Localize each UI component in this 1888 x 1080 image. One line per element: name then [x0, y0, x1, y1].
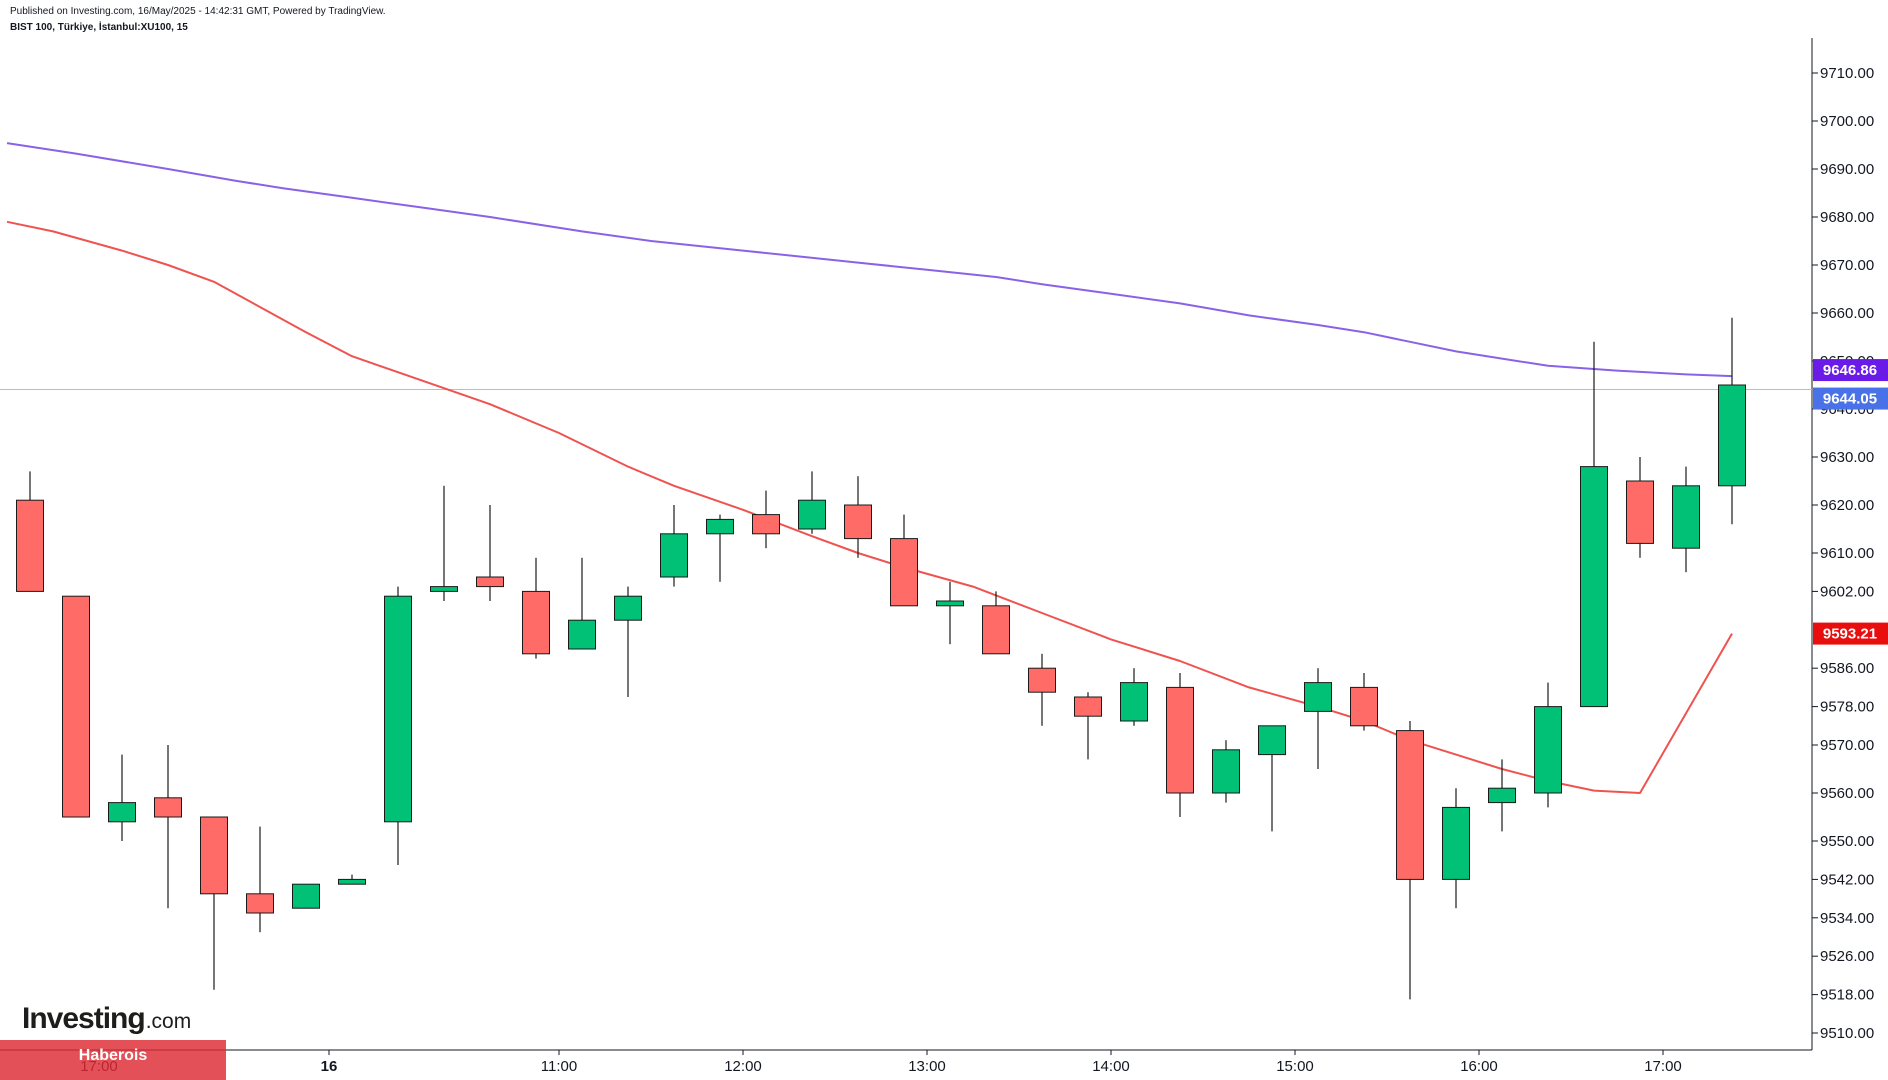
price-tick-label: 9620.00 — [1820, 497, 1874, 514]
candle-body-down — [752, 514, 780, 535]
candle-body-up — [1718, 384, 1746, 487]
candle-body-up — [1534, 706, 1562, 794]
logo-word: Investing — [22, 1002, 146, 1035]
candle-body-down — [476, 576, 504, 588]
price-tick-label: 9534.00 — [1820, 910, 1874, 927]
candle-body-down — [1350, 686, 1378, 727]
candle-body-down — [200, 816, 228, 895]
price-tick-label: 9680.00 — [1820, 209, 1874, 226]
candle-body-down — [1166, 686, 1194, 794]
price-badge-label: 9593.21 — [1823, 626, 1877, 643]
investing-logo: Investing .com — [22, 1002, 191, 1040]
candle-body-down — [246, 893, 274, 914]
candle-body-up — [1304, 682, 1332, 712]
time-tick-label: 16 — [321, 1058, 338, 1075]
candle-body-up — [292, 883, 320, 909]
candle-body-down — [522, 590, 550, 655]
candle-body-up — [1672, 485, 1700, 549]
candle-body-up — [614, 595, 642, 621]
price-badge-label: 9644.05 — [1823, 391, 1877, 408]
candle-body-up — [384, 595, 412, 823]
candle-body-down — [62, 595, 90, 818]
candle-body-up — [338, 878, 366, 885]
price-tick-label: 9542.00 — [1820, 871, 1874, 888]
price-badge-ma-short — [1813, 622, 1888, 645]
price-tick-label: 9560.00 — [1820, 785, 1874, 802]
symbol-info: BIST 100, Türkiye, İstanbul:XU100, 15 — [10, 22, 188, 33]
price-tick-label: 9602.00 — [1820, 583, 1874, 600]
price-tick-label: 9570.00 — [1820, 737, 1874, 754]
price-tick-label: 9578.00 — [1820, 699, 1874, 716]
candle-body-up — [1442, 806, 1470, 880]
price-tick-label: 9700.00 — [1820, 113, 1874, 130]
candle-body-up — [430, 586, 458, 592]
price-tick-label: 9510.00 — [1820, 1025, 1874, 1042]
time-tick-label: 17:00 — [1644, 1058, 1682, 1075]
price-tick-label: 9518.00 — [1820, 987, 1874, 1004]
price-tick-label: 9610.00 — [1820, 545, 1874, 562]
candle-body-up — [1488, 787, 1516, 804]
candle-body-down — [890, 538, 918, 607]
price-tick-label: 9526.00 — [1820, 948, 1874, 965]
time-tick-label: 14:00 — [1092, 1058, 1130, 1075]
candle-body-up — [798, 499, 826, 530]
logo-suffix: .com — [145, 1010, 192, 1033]
moving-average-short-line — [6, 220, 1733, 794]
candle-body-up — [1212, 749, 1240, 794]
candle-body-down — [1396, 730, 1424, 880]
price-tick-label: 9690.00 — [1820, 161, 1874, 178]
candle-body-up — [936, 600, 964, 607]
time-tick-label: 16:00 — [1460, 1058, 1498, 1075]
price-badge-last — [1813, 387, 1888, 410]
source-watermark-label: Haberois — [78, 1047, 148, 1064]
published-info: Published on Investing.com, 16/May/2025 … — [10, 6, 386, 17]
candle-body-down — [844, 504, 872, 540]
time-tick-label: 12:00 — [724, 1058, 762, 1075]
time-tick-label: 13:00 — [908, 1058, 946, 1075]
price-tick-label: 9670.00 — [1820, 257, 1874, 274]
candle-body-up — [568, 619, 596, 650]
candle-body-up — [706, 518, 734, 535]
price-tick-label: 9630.00 — [1820, 449, 1874, 466]
price-tick-label: 9710.00 — [1820, 65, 1874, 82]
source-watermark-bar — [0, 1040, 226, 1080]
candle-body-down — [982, 605, 1010, 655]
price-tick-label: 9586.00 — [1820, 660, 1874, 677]
candle-body-up — [660, 533, 688, 578]
candle-body-down — [154, 797, 182, 818]
price-badge-ma-long — [1813, 359, 1888, 382]
candle-body-down — [1626, 480, 1654, 544]
candle-body-up — [1580, 466, 1608, 708]
price-tick-label: 9550.00 — [1820, 833, 1874, 850]
candle-body-up — [1120, 682, 1148, 722]
moving-average-long-line — [6, 142, 1733, 378]
candle-body-up — [108, 802, 136, 823]
time-tick-label: 15:00 — [1276, 1058, 1314, 1075]
candle-body-up — [1258, 725, 1286, 756]
price-badge-label: 9646.86 — [1823, 362, 1877, 379]
candle-body-down — [1028, 667, 1056, 693]
time-tick-label: 11:00 — [541, 1058, 577, 1075]
price-tick-label: 9660.00 — [1820, 305, 1874, 322]
candle-body-down — [16, 499, 44, 592]
candle-body-down — [1074, 696, 1102, 717]
